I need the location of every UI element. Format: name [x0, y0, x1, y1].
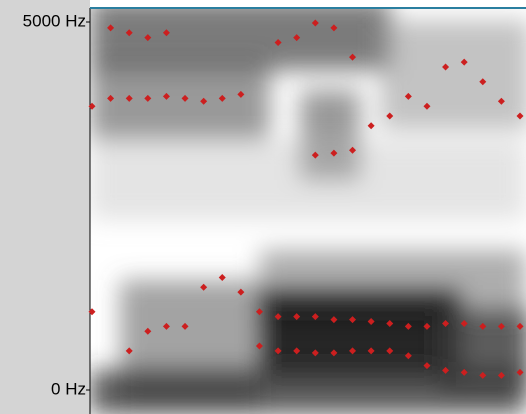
formant-point	[423, 322, 431, 330]
formant-point	[293, 34, 301, 42]
formant-point	[181, 94, 189, 102]
formant-point	[460, 58, 468, 66]
formant-point	[349, 53, 357, 61]
formant-point	[367, 347, 375, 355]
formant-point	[274, 313, 282, 321]
formant-point	[330, 349, 338, 357]
formant-point	[386, 347, 394, 355]
formant-point	[162, 322, 170, 330]
formant-point	[497, 322, 505, 330]
formant-point	[311, 313, 319, 321]
formant-point	[107, 24, 115, 32]
formant-point	[330, 24, 338, 32]
formant-point	[479, 78, 487, 86]
formant-point	[442, 319, 450, 327]
formant-point	[255, 308, 263, 316]
formant-point	[497, 371, 505, 379]
formant-point	[125, 94, 133, 102]
formant-point	[423, 362, 431, 370]
spectrogram	[90, 8, 526, 414]
formant-point	[330, 316, 338, 324]
formant-point	[404, 92, 412, 100]
formant-point	[479, 322, 487, 330]
formant-point	[144, 94, 152, 102]
formant-point	[349, 347, 357, 355]
formant-point	[367, 317, 375, 325]
formant-point	[237, 288, 245, 296]
formant-point	[349, 146, 357, 154]
axis-panel	[0, 0, 90, 414]
formant-point	[274, 39, 282, 47]
formant-point	[442, 63, 450, 71]
formant-point	[442, 366, 450, 374]
y-tick-label: 5000 Hz	[23, 11, 86, 30]
formant-point	[516, 322, 524, 330]
formant-point	[404, 322, 412, 330]
formant-point	[162, 92, 170, 100]
formant-point	[200, 97, 208, 105]
formant-point	[497, 97, 505, 105]
formant-point	[293, 347, 301, 355]
formant-point	[218, 273, 226, 281]
formant-point	[423, 102, 431, 110]
formant-point	[255, 342, 263, 350]
formant-point	[349, 316, 357, 324]
formant-point	[162, 29, 170, 37]
formant-point	[218, 94, 226, 102]
formant-point	[88, 308, 96, 316]
formant-point	[237, 90, 245, 98]
formant-point	[181, 322, 189, 330]
formant-point	[386, 112, 394, 120]
formant-point	[516, 112, 524, 120]
formant-point	[479, 371, 487, 379]
formant-point	[311, 19, 319, 27]
formant-point	[404, 352, 412, 360]
formant-point	[107, 94, 115, 102]
formant-point	[386, 319, 394, 327]
formant-point	[274, 347, 282, 355]
formant-point	[144, 34, 152, 42]
formant-point	[144, 327, 152, 335]
formant-point	[330, 149, 338, 157]
formant-point	[516, 368, 524, 376]
formant-point	[460, 319, 468, 327]
formant-point	[125, 29, 133, 37]
formant-point	[460, 368, 468, 376]
formant-point	[293, 313, 301, 321]
y-tick-label: 0 Hz	[51, 379, 86, 398]
formant-point	[367, 122, 375, 130]
formant-point	[311, 151, 319, 159]
formant-point	[125, 347, 133, 355]
formant-point	[311, 349, 319, 357]
formant-point	[200, 283, 208, 291]
formant-point	[88, 102, 96, 110]
